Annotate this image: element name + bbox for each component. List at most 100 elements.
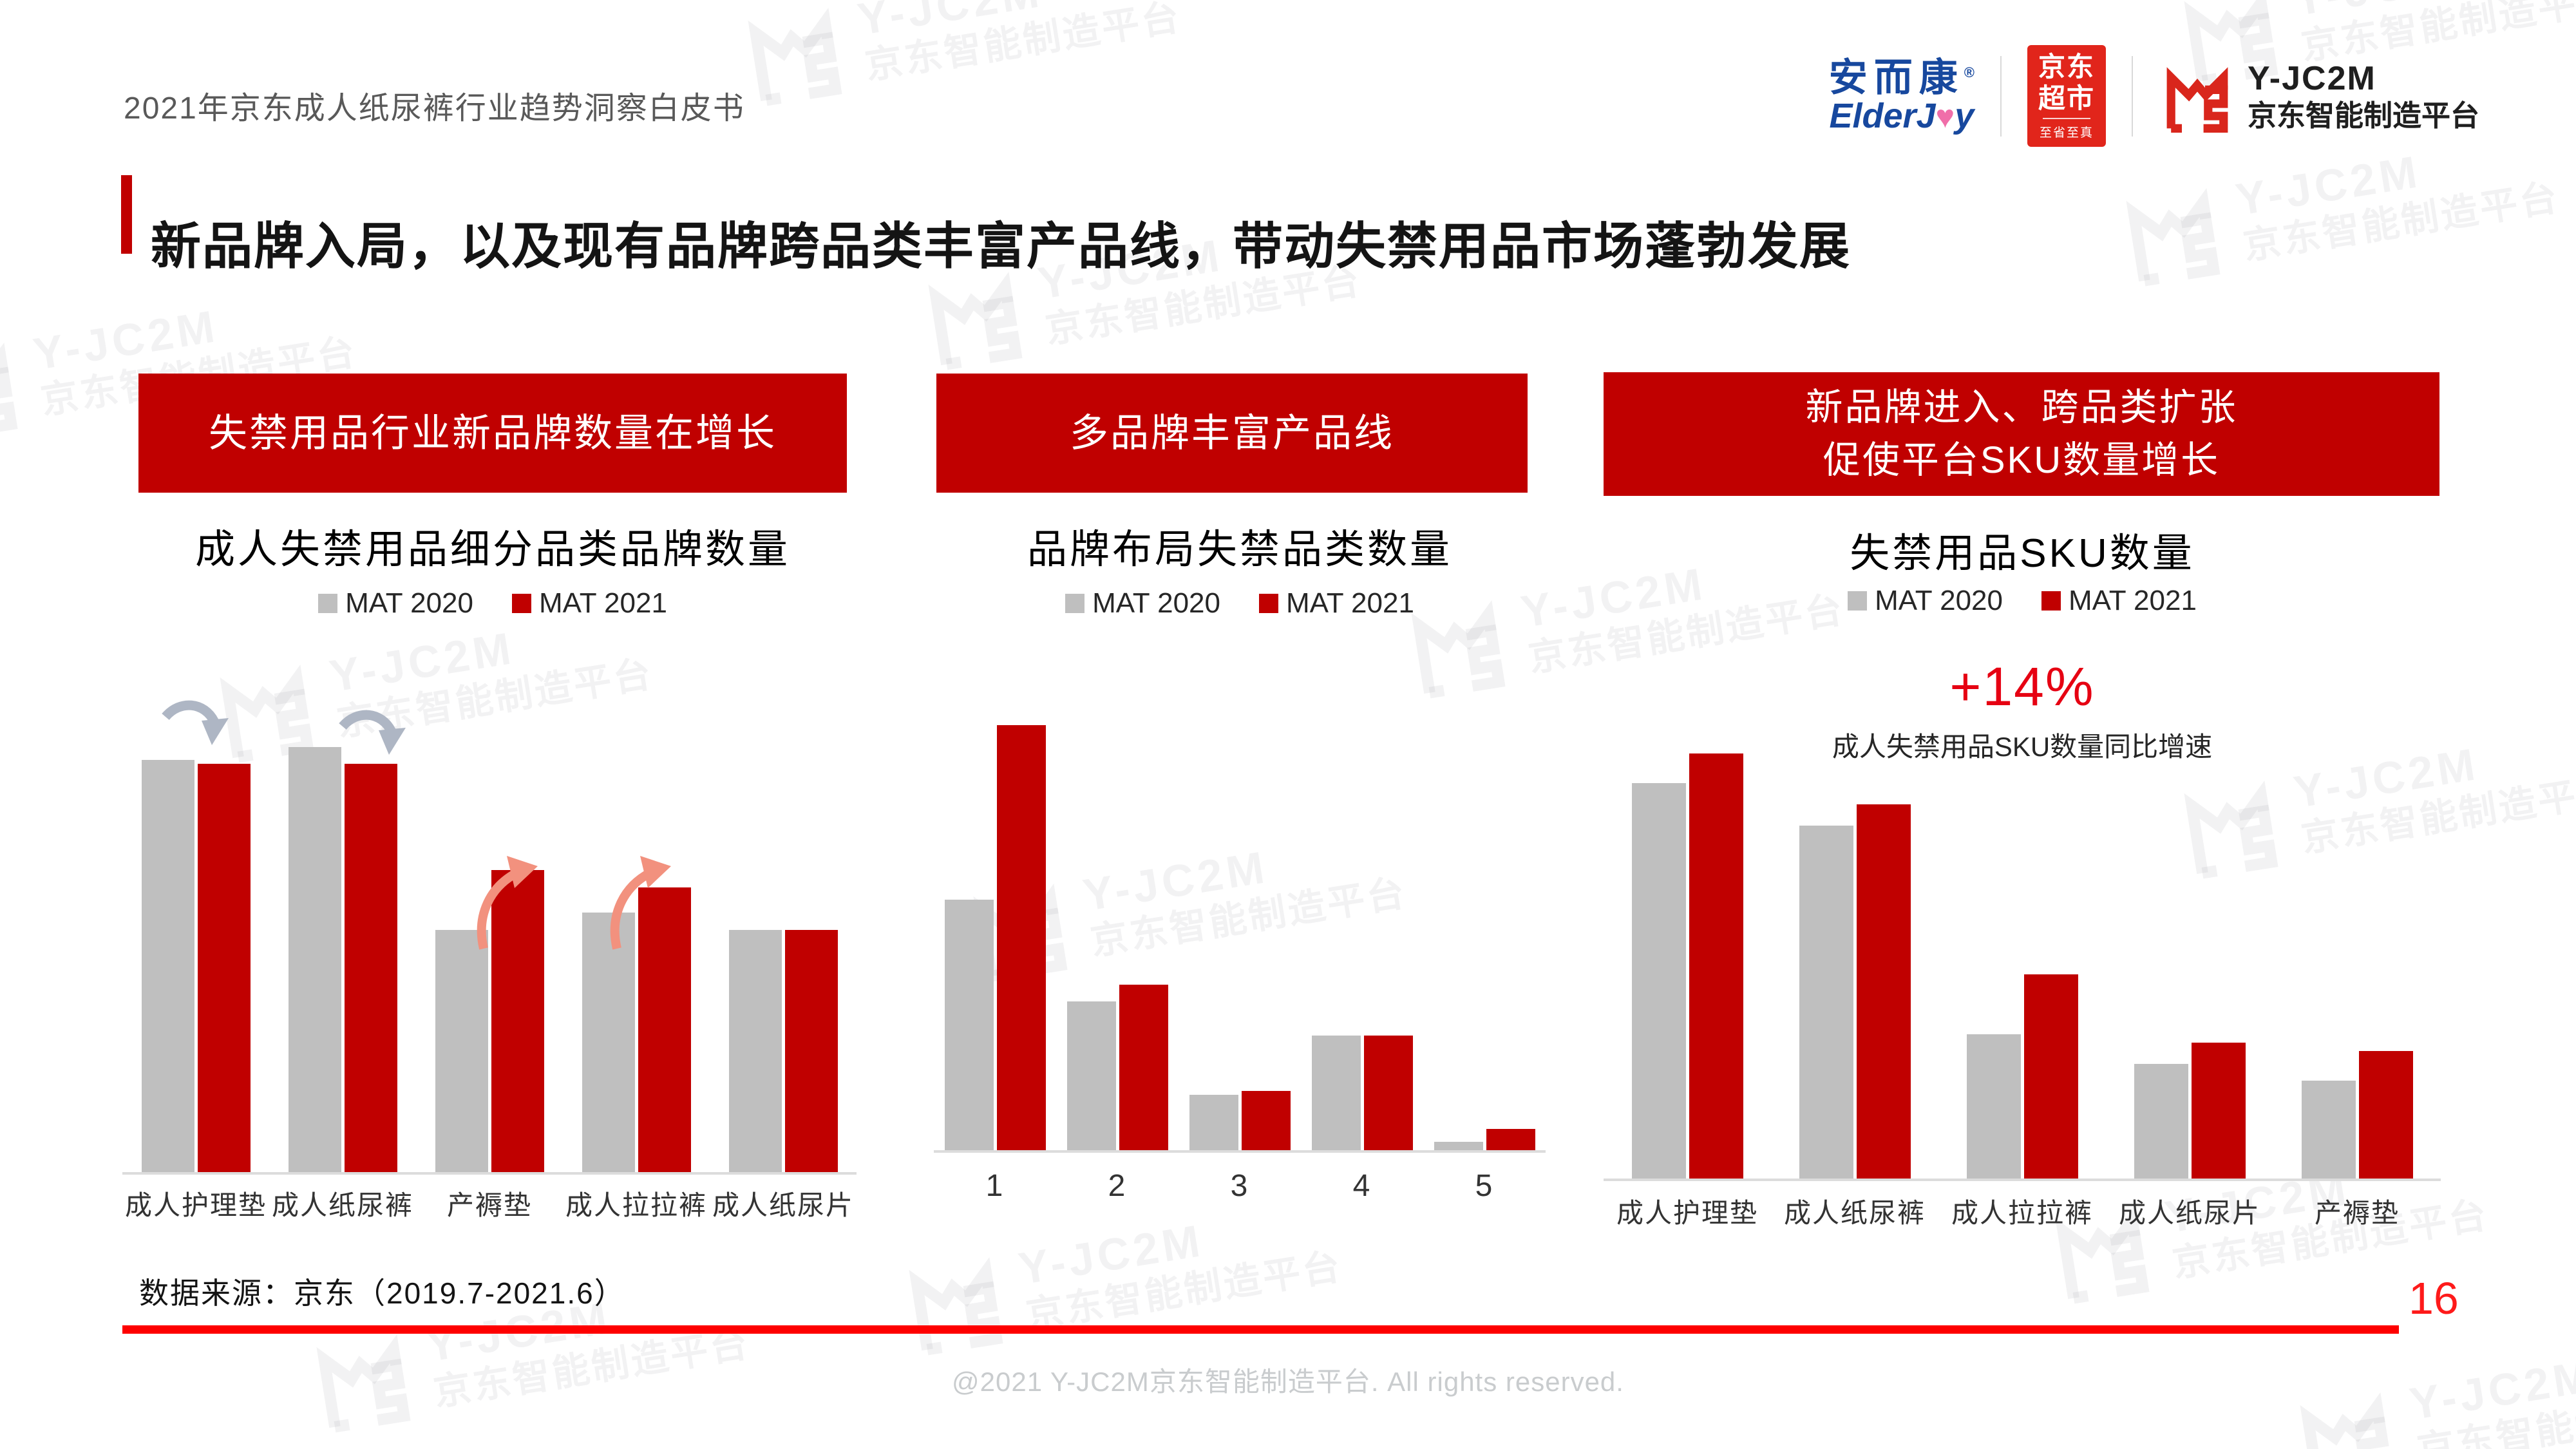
x-axis-label: 成人拉拉裤: [565, 1190, 707, 1220]
x-axis-labels: 1 2 3 4 5: [934, 1168, 1546, 1204]
legend-item-mat2021: MAT 2021: [2041, 585, 2197, 617]
chart1-legend: MAT 2020 MAT 2021: [122, 587, 863, 620]
bar-group: [122, 747, 269, 1172]
bar-group: [416, 747, 563, 1172]
registered-mark: ®: [1964, 64, 1975, 81]
jd-slogan: 至省至真: [2039, 126, 2094, 140]
bar-group: [1423, 725, 1546, 1150]
bar-group: [710, 747, 857, 1172]
legend-swatch-gray: [1848, 591, 1868, 611]
yjc2m-logo-icon: [909, 1257, 1003, 1356]
bar-mat2020: [944, 899, 994, 1150]
bar-mat2021: [784, 929, 838, 1172]
logo-divider: [2000, 55, 2002, 137]
bar-mat2020: [728, 929, 782, 1172]
legend-swatch-red: [2041, 591, 2061, 611]
x-axis-labels: 成人护理垫 成人纸尿裤 成人拉拉裤 成人纸尿片 产褥垫: [1604, 1191, 2441, 1231]
bar-group: [1771, 753, 1938, 1179]
legend-swatch-gray: [1065, 594, 1085, 613]
heart-icon: ♥: [1935, 99, 1955, 135]
x-axis-label: 产褥垫: [2314, 1198, 2400, 1228]
yjc2m-logo-icon: [2126, 188, 2221, 287]
bar-group: [1301, 725, 1423, 1150]
bar-mat2020: [1631, 783, 1686, 1179]
x-axis-label: 成人纸尿裤: [271, 1190, 413, 1220]
bar-mat2021: [638, 887, 691, 1172]
yjc2m-logo-icon: [0, 343, 18, 437]
yjc2m-logo-icon: [2166, 67, 2228, 133]
bar-group: [1179, 725, 1301, 1150]
bar-mat2020: [141, 759, 194, 1172]
panel-multi-brand: 多品牌丰富产品线 品牌布局失禁品类数量 MAT 2020 MAT 2021 1 2…: [934, 374, 1546, 1203]
bar-group: [2273, 753, 2441, 1179]
elderjoy-cn-wordmark: 安而康®: [1828, 56, 1975, 100]
x-axis-label: 成人纸尿片: [2118, 1198, 2260, 1228]
jd-logo-divider: [2042, 117, 2090, 119]
legend-item-mat2020: MAT 2020: [1848, 585, 2003, 617]
chart2-legend: MAT 2020 MAT 2021: [934, 587, 1546, 620]
x-axis-label: 成人护理垫: [124, 1190, 267, 1220]
bar-group: [563, 747, 710, 1172]
bar-mat2021: [2023, 974, 2078, 1179]
bar-mat2020: [582, 913, 635, 1172]
chart2-title: 品牌布局失禁品类数量: [1027, 527, 1452, 572]
copyright: @2021 Y-JC2M京东智能制造平台. All rights reserve…: [952, 1367, 1624, 1397]
panel3-banner: 新品牌进入、跨品类扩张 促使平台SKU数量增长: [1604, 372, 2439, 496]
bar-mat2020: [435, 929, 488, 1172]
bar-mat2021: [1689, 753, 1743, 1179]
plot-area: [122, 747, 857, 1175]
x-axis-label: 成人护理垫: [1616, 1198, 1758, 1228]
legend-item-mat2021: MAT 2021: [512, 587, 667, 620]
bar-mat2021: [1856, 804, 1911, 1179]
page-title: 新品牌入局，以及现有品牌跨品类丰富产品线，带动失禁用品市场蓬勃发展: [151, 218, 1852, 275]
legend-item-mat2021: MAT 2021: [1259, 587, 1414, 620]
panel-new-brands: 失禁用品行业新品牌数量在增长 成人失禁用品细分品类品牌数量 MAT 2020 M…: [122, 374, 863, 1220]
bar-mat2021: [1119, 984, 1168, 1150]
chart1-title: 成人失禁用品细分品类品牌数量: [194, 527, 790, 572]
legend-swatch-red: [512, 594, 531, 613]
bar-mat2021: [2358, 1051, 2413, 1179]
panel1-banner: 失禁用品行业新品牌数量在增长: [138, 374, 847, 493]
bar-mat2020: [2134, 1063, 2188, 1179]
bar-group: [1056, 725, 1179, 1150]
jd-supermarket-wordmark: 京东 超市: [2038, 52, 2095, 113]
bar-mat2020: [1311, 1035, 1361, 1150]
bar-mat2021: [996, 725, 1046, 1150]
yjc2m-logo-icon: [748, 8, 842, 106]
elderjoy-logo: 安而康® ElderJ♥y: [1829, 57, 1975, 135]
bar-mat2021: [344, 764, 397, 1172]
bar-mat2020: [1966, 1034, 2021, 1179]
panel2-banner: 多品牌丰富产品线: [936, 374, 1528, 493]
legend-item-mat2020: MAT 2020: [1065, 587, 1220, 620]
x-axis-label: 1: [985, 1169, 1005, 1203]
chart3-title: 失禁用品SKU数量: [1850, 531, 2195, 576]
bar-mat2021: [1241, 1090, 1291, 1150]
bar-group: [934, 725, 1056, 1150]
jd-supermarket-logo: 京东 超市 至省至真: [2027, 45, 2106, 147]
bar-mat2021: [1363, 1035, 1413, 1150]
x-axis-label: 成人拉拉裤: [1951, 1198, 2093, 1228]
plot-area: [1604, 753, 2441, 1181]
panel-sku-growth: 新品牌进入、跨品类扩张 促使平台SKU数量增长 失禁用品SKU数量 MAT 20…: [1604, 372, 2441, 1228]
header-logos: 安而康® ElderJ♥y 京东 超市 至省至真 Y-JC2M 京东智能制造平台: [1829, 45, 2479, 147]
yjc2m-logo: Y-JC2M 京东智能制造平台: [2159, 57, 2479, 135]
bar-mat2020: [1799, 826, 1853, 1179]
logo-divider: [2131, 55, 2133, 137]
bar-mat2021: [1486, 1129, 1535, 1150]
bar-mat2020: [1066, 1001, 1116, 1150]
yjc2m-name: Y-JC2M: [2247, 59, 2376, 97]
footer-rule: [122, 1325, 2399, 1334]
bar-group: [1604, 753, 1771, 1179]
x-axis-labels: 成人护理垫 成人纸尿裤 产褥垫 成人拉拉裤 成人纸尿片: [122, 1184, 857, 1223]
yjc2m-subtitle: 京东智能制造平台: [2247, 99, 2479, 133]
x-axis-label: 4: [1352, 1169, 1372, 1203]
x-axis-label: 3: [1230, 1169, 1249, 1203]
bar-mat2021: [491, 870, 544, 1172]
bar-mat2020: [288, 747, 341, 1172]
bar-mat2021: [2191, 1042, 2246, 1179]
document-header-label: 2021年京东成人纸尿裤行业趋势洞察白皮书: [124, 91, 745, 126]
legend-swatch-gray: [318, 594, 338, 613]
